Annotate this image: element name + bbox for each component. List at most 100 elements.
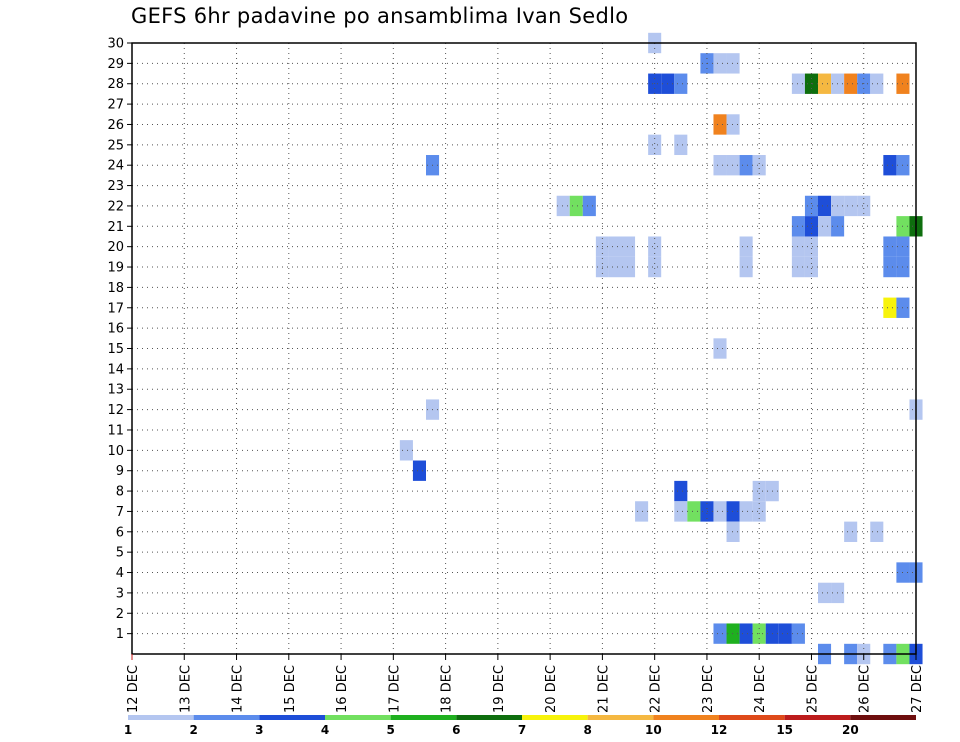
precip-cell — [804, 236, 818, 257]
y-tick-label: 23 — [107, 179, 124, 194]
precip-cell — [648, 236, 662, 257]
precip-cell — [791, 236, 805, 257]
x-tick-label: 23 DEC — [701, 665, 716, 713]
colorbar-label: 10 — [645, 723, 662, 737]
y-tick-label: 22 — [107, 199, 124, 214]
x-tick-label: 24 DEC — [753, 665, 768, 713]
y-tick-label: 10 — [107, 444, 124, 459]
y-tick-label: 16 — [107, 322, 124, 337]
precip-cell — [687, 501, 701, 522]
colorbar-label: 5 — [386, 723, 394, 737]
precip-cell — [713, 623, 727, 644]
precip-cell — [726, 501, 740, 522]
precip-cell — [674, 501, 688, 522]
colorbar-label: 15 — [776, 723, 793, 737]
x-tick-label: 14 DEC — [231, 665, 246, 713]
y-tick-label: 30 — [107, 37, 124, 52]
x-tick-label: 16 DEC — [335, 665, 350, 713]
precip-cell — [844, 195, 858, 217]
precip-cell — [700, 501, 714, 522]
precip-cell — [412, 460, 426, 481]
precip-cell — [870, 521, 884, 542]
precip-cell — [739, 155, 753, 176]
precip-cell — [556, 195, 570, 217]
y-tick-label: 26 — [107, 118, 124, 133]
y-tick-label: 15 — [107, 342, 124, 357]
precip-cell — [791, 256, 805, 278]
chart-title: GEFS 6hr padavine po ansamblima Ivan Sed… — [131, 4, 629, 28]
y-tick-label: 28 — [107, 77, 124, 92]
y-tick-label: 29 — [107, 57, 124, 72]
colorbar-swatch — [850, 715, 916, 720]
x-tick-label: 19 DEC — [492, 665, 507, 713]
colorbar-swatch — [193, 715, 260, 720]
colorbar-label: 2 — [189, 723, 197, 737]
y-tick-label: 2 — [116, 607, 124, 622]
precip-cell — [582, 195, 596, 217]
y-tick-label: 18 — [107, 281, 124, 296]
precip-cell — [674, 480, 688, 502]
colorbar-label: 7 — [518, 723, 526, 737]
colorbar-label: 1 — [124, 723, 132, 737]
precip-cell — [648, 134, 662, 156]
precip-cell — [791, 216, 805, 237]
precip-cell — [726, 521, 740, 542]
y-tick-label: 7 — [116, 505, 124, 520]
x-tick-label: 12 DEC — [126, 665, 141, 713]
colorbar-swatch — [587, 715, 654, 720]
y-tick-label: 11 — [107, 423, 124, 438]
precip-cell — [674, 73, 688, 94]
precip-cell — [778, 623, 792, 644]
precip-cell — [883, 256, 897, 278]
y-tick-label: 21 — [107, 220, 124, 235]
colorbar-swatch — [259, 715, 325, 720]
precip-cell — [713, 338, 727, 359]
precip-cell — [818, 195, 832, 217]
precip-cell — [804, 216, 818, 237]
precip-cell — [608, 256, 622, 278]
y-tick-label: 8 — [116, 485, 124, 500]
y-tick-label: 14 — [107, 362, 124, 377]
y-tick-label: 1 — [116, 627, 124, 642]
precip-cell — [844, 73, 858, 94]
precip-cell — [739, 256, 753, 278]
y-tick-label: 20 — [107, 240, 124, 255]
precip-cell — [726, 114, 740, 135]
precip-cell — [713, 114, 727, 135]
y-tick-label: 24 — [107, 159, 124, 174]
colorbar-swatch — [522, 715, 588, 720]
precip-cell — [726, 155, 740, 176]
colorbar-label: 6 — [452, 723, 460, 737]
precip-cell — [713, 501, 727, 522]
y-tick-label: 17 — [107, 301, 124, 316]
x-tick-label: 18 DEC — [440, 665, 455, 713]
precip-cell — [739, 501, 753, 522]
precip-cell — [870, 73, 884, 94]
y-tick-label: 3 — [116, 586, 124, 601]
precip-cell — [622, 236, 636, 257]
precip-cell — [713, 53, 727, 74]
colorbar-swatch — [653, 715, 719, 720]
colorbar-swatch — [456, 715, 522, 720]
colorbar-swatch — [390, 715, 457, 720]
precip-cell — [791, 623, 805, 644]
colorbar-swatch — [719, 715, 785, 720]
y-tick-label: 19 — [107, 261, 124, 276]
precip-cell — [818, 582, 832, 604]
x-tick-label: 21 DEC — [596, 665, 611, 713]
colorbar-label: 4 — [321, 723, 329, 737]
precip-cell — [752, 155, 766, 176]
precip-cell — [818, 73, 832, 94]
precip-cell — [635, 501, 649, 522]
y-tick-label: 12 — [107, 403, 124, 418]
colorbar-label: 8 — [583, 723, 591, 737]
precip-cell — [818, 216, 832, 237]
colorbar-swatch — [784, 715, 851, 720]
x-tick-label: 27 DEC — [910, 665, 925, 713]
colorbar-swatch — [128, 715, 194, 720]
colorbar-label: 3 — [255, 723, 263, 737]
precip-cell — [739, 623, 753, 644]
precip-cell — [883, 155, 897, 176]
precip-cell — [726, 623, 740, 644]
